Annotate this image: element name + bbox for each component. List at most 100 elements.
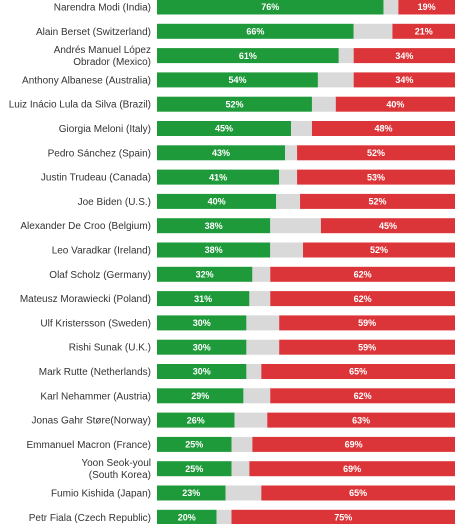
bar-row: Olaf Scholz (Germany) 32% 62% [49, 266, 455, 282]
bar-label: Pedro Sánchez (Spain) [48, 148, 151, 159]
bar-row: Jonas Gahr Støre(Norway) 26% 63% [32, 412, 455, 428]
approve-bar [157, 48, 339, 64]
neutral-bar [216, 509, 232, 524]
approve-bar [157, 121, 292, 136]
neutral-bar [243, 388, 271, 404]
bar-row: Ulf Kristersson (Sweden) 30% 59% [40, 315, 455, 331]
approve-value-label: 29% [191, 391, 209, 401]
bar-label: Anthony Albanese (Australia) [22, 75, 151, 86]
approve-value-label: 30% [193, 367, 211, 377]
approve-value-label: 40% [208, 197, 226, 207]
approve-bar [157, 96, 312, 112]
bar-label: Mateusz Morawiecki (Poland) [20, 294, 151, 305]
neutral-bar [317, 72, 354, 88]
bar-label: Mark Rutte (Netherlands) [39, 367, 151, 378]
approve-bar [157, 193, 277, 209]
bar-row: Joe Biden (U.S.) 40% 52% [78, 193, 455, 209]
disapprove-value-label: 52% [367, 148, 385, 158]
bar-label: Rishi Sunak (U.K.) [69, 343, 151, 354]
bar-label: Petr Fiala (Czech Republic) [29, 513, 151, 524]
neutral-bar [338, 48, 354, 64]
approve-value-label: 38% [205, 245, 223, 255]
bar-label: Alexander De Croo (Belgium) [20, 221, 151, 232]
disapprove-bar [252, 436, 455, 452]
disapprove-bar [279, 315, 455, 331]
approve-bar [157, 461, 232, 477]
bar-row: Mark Rutte (Netherlands) 30% 65% [39, 364, 455, 379]
disapprove-bar [353, 48, 455, 64]
bar-label: Ulf Kristersson (Sweden) [40, 318, 151, 329]
approve-value-label: 23% [182, 488, 200, 498]
bar-row: Mateusz Morawiecki (Poland) 31% 62% [20, 291, 455, 307]
disapprove-value-label: 21% [415, 27, 433, 37]
bar-label: Andrés Manuel López [54, 45, 151, 56]
disapprove-bar [311, 121, 455, 136]
approve-value-label: 76% [261, 2, 279, 12]
approve-value-label: 25% [185, 464, 203, 474]
disapprove-value-label: 62% [354, 294, 372, 304]
disapprove-bar [335, 96, 455, 112]
approve-value-label: 43% [212, 148, 230, 158]
approve-bar [157, 72, 318, 88]
approve-value-label: 25% [185, 440, 203, 450]
disapprove-value-label: 40% [386, 99, 404, 109]
approve-bar [157, 145, 286, 161]
disapprove-value-label: 59% [358, 318, 376, 328]
bar-row: Rishi Sunak (U.K.) 30% 59% [69, 339, 455, 355]
bar-row: Narendra Modi (India) 76% 19% [54, 0, 455, 15]
neutral-bar [353, 23, 393, 39]
approve-value-label: 54% [228, 75, 246, 85]
bar-label: Alain Berset (Switzerland) [36, 27, 151, 38]
approve-value-label: 61% [239, 51, 257, 61]
bar-row: Anthony Albanese (Australia) 54% 34% [22, 72, 455, 88]
bar-label: Giorgia Meloni (Italy) [59, 124, 151, 135]
bar-row: Karl Nehammer (Austria) 29% 62% [40, 388, 455, 404]
bar-row: Giorgia Meloni (Italy) 45% 48% [59, 121, 455, 136]
disapprove-value-label: 52% [369, 197, 387, 207]
bar-row: Yoon Seok-youl(South Korea) 25% 69% [81, 458, 455, 481]
disapprove-bar [353, 72, 455, 88]
bar-row: Fumio Kishida (Japan) 23% 65% [51, 485, 455, 501]
neutral-bar [270, 218, 321, 234]
bar-label: Obrador (Mexico) [73, 57, 151, 68]
bar-label: Jonas Gahr Støre(Norway) [32, 416, 151, 427]
neutral-bar [252, 266, 271, 282]
disapprove-value-label: 52% [370, 245, 388, 255]
bar-label: Yoon Seok-youl [81, 458, 151, 469]
bar-label: Luiz Inácio Lula da Silva (Brazil) [9, 100, 151, 111]
disapprove-bar [279, 339, 455, 355]
approve-bar [157, 339, 247, 355]
bar-row: Pedro Sánchez (Spain) 43% 52% [48, 145, 455, 161]
approve-bar [157, 291, 250, 307]
neutral-bar [231, 461, 250, 477]
disapprove-value-label: 48% [374, 124, 392, 134]
disapprove-value-label: 69% [343, 464, 361, 474]
approve-bar [157, 485, 226, 501]
bar-label: Narendra Modi (India) [54, 3, 151, 14]
approve-value-label: 38% [205, 221, 223, 231]
approve-value-label: 66% [246, 27, 264, 37]
neutral-bar [276, 193, 301, 209]
disapprove-value-label: 63% [352, 415, 370, 425]
bar-label: Leo Varadkar (Ireland) [52, 246, 151, 257]
bar-label: Karl Nehammer (Austria) [40, 391, 151, 402]
disapprove-bar [261, 364, 455, 379]
approve-value-label: 41% [209, 172, 227, 182]
approve-bar [157, 266, 253, 282]
disapprove-bar [297, 169, 455, 185]
chart-rows: Narendra Modi (India) 76% 19% Alain Berset … [9, 0, 455, 524]
disapprove-bar [231, 509, 455, 524]
approve-value-label: 26% [187, 415, 205, 425]
bar-label: Fumio Kishida (Japan) [51, 489, 151, 500]
approve-bar [157, 412, 235, 428]
approve-bar [157, 218, 271, 234]
approve-value-label: 45% [215, 124, 233, 134]
disapprove-value-label: 59% [358, 342, 376, 352]
disapprove-value-label: 45% [379, 221, 397, 231]
disapprove-value-label: 62% [354, 391, 372, 401]
neutral-bar [291, 121, 312, 136]
disapprove-bar [270, 291, 455, 307]
disapprove-bar [398, 0, 455, 15]
bar-row: Petr Fiala (Czech Republic) 20% 75% [29, 509, 455, 524]
disapprove-value-label: 34% [395, 75, 413, 85]
